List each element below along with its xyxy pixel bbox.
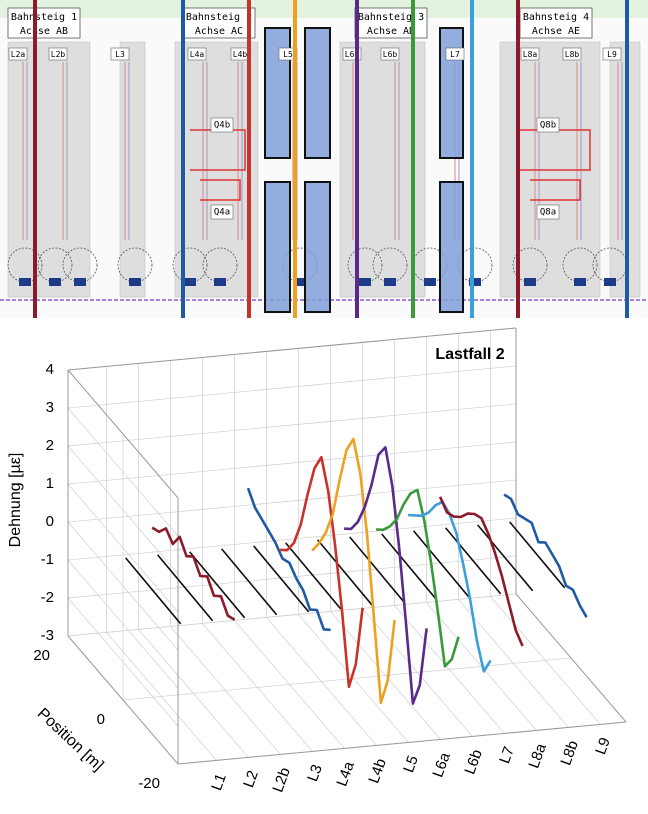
z-tick-label: -2: [41, 589, 54, 606]
z-tick-label: 3: [46, 399, 54, 416]
x-tick-label: L6b: [461, 747, 486, 776]
reference-line: [190, 552, 245, 618]
chart-title: Lastfall 2: [435, 346, 504, 363]
platform-axis: Achse AC: [195, 26, 243, 37]
cross-beam: [265, 182, 290, 312]
sensor-block: [359, 278, 371, 286]
platform-area: [8, 42, 90, 297]
x-tick-label: L8b: [557, 738, 582, 767]
cross-beam: [440, 182, 463, 312]
x-tick-label: L1: [208, 771, 230, 792]
platform-name: Bahnsteig 4: [523, 12, 589, 23]
x-tick-label: L2b: [269, 765, 294, 794]
sensor-block: [214, 278, 226, 286]
column-label: L4b: [233, 50, 248, 59]
z-tick-label: -3: [41, 627, 54, 644]
x-tick-label: L4b: [365, 756, 390, 785]
sensor-block: [74, 278, 86, 286]
x-tick-label: L6a: [429, 750, 454, 780]
z-axis-label: Dehnung [µε]: [7, 453, 24, 548]
column-label: L9: [607, 50, 617, 59]
column-label: L3: [115, 50, 125, 59]
x-tick-label: L7: [496, 744, 518, 765]
y-tick-label: 0: [97, 711, 105, 728]
beam-label: Q4a: [214, 208, 230, 218]
column-label: L5: [283, 50, 293, 59]
y-tick-label: 20: [33, 647, 50, 664]
page: L2a L2b L3 L4a L4b L5 L6a L6b L7 L8a L8b L9 Bahnstei…: [0, 0, 648, 814]
sensor-block: [524, 278, 536, 286]
platform-name: Bahnsteig 1: [11, 12, 77, 23]
grid-line: [68, 404, 516, 446]
platform-name: Bahnsteig 2: [186, 12, 252, 23]
reference-line: [318, 540, 373, 606]
figure: L2a L2b L3 L4a L4b L5 L6a L6b L7 L8a L8b L9 Bahnstei…: [0, 0, 648, 814]
sensor-block: [49, 278, 61, 286]
platform-axis: Achse AB: [20, 26, 68, 37]
y-tick-label: -20: [138, 775, 160, 792]
x-tick-label: L5: [400, 753, 422, 774]
reference-line: [350, 537, 405, 603]
cross-beam: [305, 28, 330, 158]
sensor-block: [574, 278, 586, 286]
z-tick-label: 0: [46, 513, 54, 530]
sensor-block: [384, 278, 396, 286]
y-axis-label: Position [m]: [34, 705, 107, 774]
column-label: L8a: [523, 50, 538, 59]
beam-label: Q4b: [214, 121, 230, 131]
reference-line: [478, 525, 533, 591]
platform-area: [120, 42, 145, 297]
column-label: L2b: [51, 50, 66, 59]
grid-line: [68, 366, 516, 408]
cross-beam: [305, 182, 330, 312]
z-tick-label: 4: [46, 361, 54, 378]
z-tick-label: -1: [41, 551, 54, 568]
x-tick-label: L9: [592, 735, 614, 756]
sensor-block: [424, 278, 436, 286]
x-tick-label: L2: [240, 768, 262, 789]
x-tick-label: L4a: [333, 759, 358, 789]
cross-beam: [440, 28, 463, 158]
sensor-block: [19, 278, 31, 286]
platform-axis: Achse AD: [367, 26, 415, 37]
platform-axis: Achse AE: [532, 26, 580, 37]
reference-line: [158, 555, 213, 621]
x-tick-label: L3: [304, 762, 326, 783]
axis-edge: [516, 594, 626, 722]
x-tick-label: L8a: [525, 741, 550, 771]
reference-line: [446, 528, 501, 594]
strain-line: [152, 528, 235, 620]
column-label: L4a: [190, 50, 205, 59]
reference-line: [222, 549, 277, 615]
column-label: L6b: [383, 50, 398, 59]
chart-3d: Dehnung [µε] Position [m] -3 -2 -1 0 1 2 3 4 -20…: [7, 328, 626, 795]
sensor-block: [604, 278, 616, 286]
sensor-block: [184, 278, 196, 286]
reference-line: [414, 531, 469, 597]
column-label: L2a: [11, 50, 26, 59]
sensor-block: [129, 278, 141, 286]
cross-beam: [265, 28, 290, 158]
column-label: L7: [450, 50, 460, 59]
beam-label: Q8a: [540, 208, 556, 218]
column-label: L8b: [565, 50, 580, 59]
z-tick-label: 2: [46, 437, 54, 454]
beam-label: Q8b: [540, 121, 556, 131]
strain-line: [248, 488, 331, 630]
z-tick-label: 1: [46, 475, 54, 492]
reference-line: [510, 522, 565, 588]
